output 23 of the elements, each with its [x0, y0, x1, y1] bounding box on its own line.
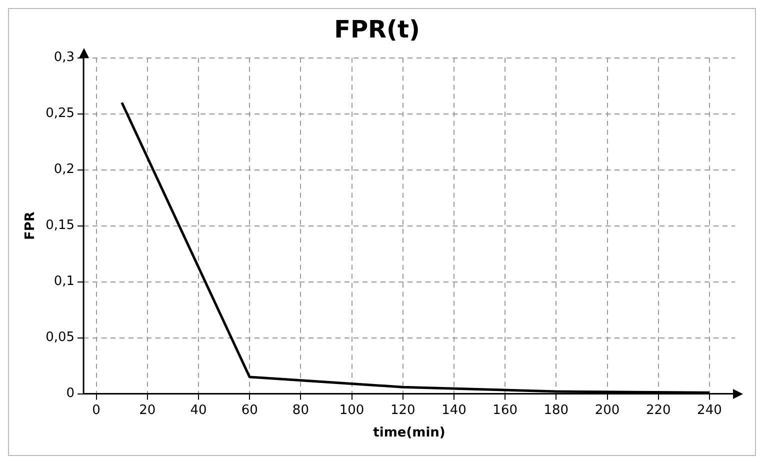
x-tick-label: 140 — [442, 402, 466, 418]
y-tick-label: 0,05 — [46, 330, 75, 346]
y-tick-label: 0,3 — [54, 50, 75, 66]
x-tick-label: 60 — [241, 402, 258, 418]
y-tick-label: 0,1 — [54, 274, 75, 290]
x-tick-label: 40 — [190, 402, 207, 418]
y-tick-label: 0 — [66, 386, 75, 402]
y-axis-title: FPR — [23, 212, 38, 240]
x-tick-label: 120 — [390, 402, 416, 418]
x-tick-label: 240 — [697, 402, 722, 418]
y-tick-label: 0,2 — [54, 162, 75, 178]
x-tick-label: 220 — [646, 402, 671, 418]
x-tick-label: 20 — [139, 402, 156, 418]
y-tick-label: 0,15 — [46, 218, 75, 234]
chart-title: FPR(t) — [334, 16, 420, 44]
x-tick-label: 180 — [544, 402, 569, 418]
x-tick-label: 200 — [594, 402, 620, 418]
x-tick-label: 100 — [339, 402, 364, 418]
y-tick-label: 0,25 — [46, 106, 75, 122]
x-tick-label: 160 — [492, 402, 518, 418]
x-tick-label: 0 — [92, 402, 100, 418]
x-tick-label: 80 — [292, 402, 309, 418]
x-axis-title: time(min) — [373, 426, 446, 441]
